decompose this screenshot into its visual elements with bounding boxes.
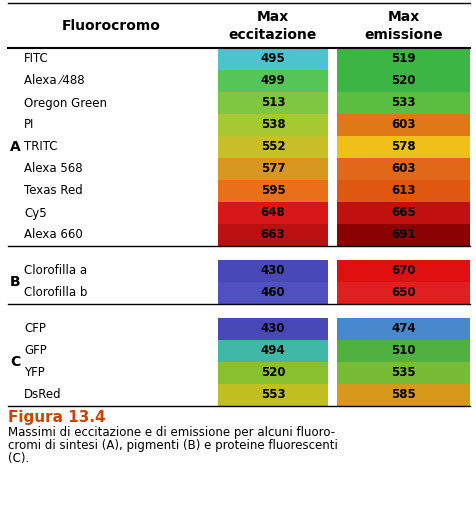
Text: 430: 430	[260, 265, 285, 278]
Text: Figura 13.4: Figura 13.4	[8, 410, 105, 425]
Text: B: B	[10, 275, 20, 289]
Text: 603: 603	[390, 118, 415, 131]
Text: 650: 650	[390, 287, 415, 299]
Bar	[336, 158, 469, 180]
Text: Oregon Green: Oregon Green	[24, 97, 107, 109]
Bar	[336, 282, 469, 304]
Text: TRITC: TRITC	[24, 140, 58, 154]
Text: 513: 513	[260, 97, 285, 109]
Text: Max
eccitazione: Max eccitazione	[228, 11, 317, 42]
Text: Alexa 568: Alexa 568	[24, 163, 82, 175]
Text: GFP: GFP	[24, 344, 47, 357]
Text: 520: 520	[390, 74, 415, 88]
Text: 495: 495	[260, 52, 285, 65]
Bar	[336, 318, 469, 340]
Text: Texas Red: Texas Red	[24, 184, 82, 197]
Text: 538: 538	[260, 118, 285, 131]
Bar	[218, 70, 327, 92]
Bar	[218, 48, 327, 70]
Text: Max
emissione: Max emissione	[363, 11, 442, 42]
Text: 499: 499	[260, 74, 285, 88]
Text: 665: 665	[390, 206, 415, 220]
Text: Alexa ⁄488: Alexa ⁄488	[24, 74, 84, 88]
Text: 585: 585	[390, 389, 415, 401]
Text: Massimi di eccitazione e di emissione per alcuni fluoro-: Massimi di eccitazione e di emissione pe…	[8, 426, 335, 439]
Bar	[218, 362, 327, 384]
Text: 603: 603	[390, 163, 415, 175]
Bar	[336, 114, 469, 136]
Text: 691: 691	[390, 229, 415, 241]
Text: 613: 613	[390, 184, 415, 197]
Text: Clorofilla a: Clorofilla a	[24, 265, 87, 278]
Text: 552: 552	[260, 140, 285, 154]
Bar	[336, 180, 469, 202]
Bar	[218, 114, 327, 136]
Text: DsRed: DsRed	[24, 389, 61, 401]
Text: 519: 519	[390, 52, 415, 65]
Bar	[218, 202, 327, 224]
Bar	[336, 340, 469, 362]
Bar	[218, 260, 327, 282]
Text: 595: 595	[260, 184, 285, 197]
Bar	[336, 136, 469, 158]
Text: 520: 520	[260, 366, 285, 380]
Text: YFP: YFP	[24, 366, 45, 380]
Text: 494: 494	[260, 344, 285, 357]
Text: 430: 430	[260, 323, 285, 335]
Text: PI: PI	[24, 118, 34, 131]
Bar	[218, 92, 327, 114]
Bar	[336, 260, 469, 282]
Text: 553: 553	[260, 389, 285, 401]
Bar	[336, 48, 469, 70]
Text: (C).: (C).	[8, 452, 29, 465]
Bar	[218, 282, 327, 304]
Text: A: A	[10, 140, 21, 154]
Bar	[218, 158, 327, 180]
Bar	[336, 70, 469, 92]
Text: CFP: CFP	[24, 323, 46, 335]
Bar	[336, 224, 469, 246]
Bar	[336, 92, 469, 114]
Bar	[218, 180, 327, 202]
Text: 648: 648	[260, 206, 285, 220]
Text: 663: 663	[260, 229, 285, 241]
Text: Clorofilla b: Clorofilla b	[24, 287, 87, 299]
Text: FITC: FITC	[24, 52, 49, 65]
Bar	[218, 136, 327, 158]
Text: 533: 533	[390, 97, 415, 109]
Text: 510: 510	[390, 344, 415, 357]
Text: 577: 577	[260, 163, 285, 175]
Bar	[336, 362, 469, 384]
Text: 578: 578	[390, 140, 415, 154]
Bar	[218, 384, 327, 406]
Text: 535: 535	[390, 366, 415, 380]
Text: Alexa 660: Alexa 660	[24, 229, 82, 241]
Bar	[336, 202, 469, 224]
Bar	[218, 318, 327, 340]
Text: cromi di sintesi (A), pigmenti (B) e proteine fluorescenti: cromi di sintesi (A), pigmenti (B) e pro…	[8, 439, 337, 452]
Text: 474: 474	[390, 323, 415, 335]
Text: Cy5: Cy5	[24, 206, 47, 220]
Text: C: C	[10, 355, 20, 369]
Text: 670: 670	[390, 265, 415, 278]
Bar	[218, 340, 327, 362]
Bar	[336, 384, 469, 406]
Bar	[218, 224, 327, 246]
Text: 460: 460	[260, 287, 285, 299]
Text: Fluorocromo: Fluorocromo	[62, 19, 160, 33]
